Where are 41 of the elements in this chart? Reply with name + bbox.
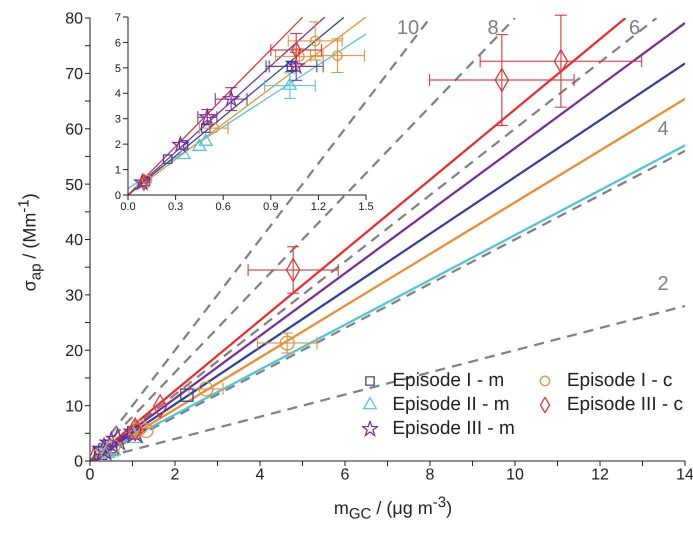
x-tick-label: 8 xyxy=(426,466,435,484)
y-tick-label: 40 xyxy=(65,232,84,250)
legend-label: Episode III - m xyxy=(392,418,515,440)
y-tick-label: 7 xyxy=(114,12,121,24)
y-tick-label: 0 xyxy=(114,190,121,202)
series-label: 4 xyxy=(657,118,669,140)
y-tick-label: 1 xyxy=(114,164,121,176)
x-tick-label: 0.9 xyxy=(263,200,278,213)
series-label: 2 xyxy=(657,272,669,295)
y-tick-label: 0 xyxy=(74,454,84,471)
legend-label: Episode I - c xyxy=(566,370,672,392)
y-tick-label: 30 xyxy=(65,288,84,305)
legend-label: Episode I - m xyxy=(392,370,504,392)
y-tick-label: 4 xyxy=(114,88,121,100)
y-tick-label: 3 xyxy=(114,114,121,126)
series-label: 8 xyxy=(487,17,499,39)
x-tick-label: 6 xyxy=(340,466,350,484)
x-tick-label: 0.0 xyxy=(120,200,136,213)
y-tick-label: 2 xyxy=(114,139,121,152)
x-tick-label: 12 xyxy=(591,466,609,484)
series-label: 10 xyxy=(396,17,420,39)
y-tick-label: 70 xyxy=(65,66,84,84)
series-label: 6 xyxy=(628,17,640,39)
y-tick-label: 10 xyxy=(65,398,84,416)
y-tick-label: 20 xyxy=(65,342,84,360)
y-tick-label: 80 xyxy=(65,10,84,28)
y-tick-label: 5 xyxy=(114,62,121,75)
x-tick-label: 1.5 xyxy=(358,200,374,213)
y-tick-label: 6 xyxy=(114,37,121,50)
y-tick-label: 60 xyxy=(65,121,84,138)
y-tick-label: 50 xyxy=(65,176,84,194)
x-tick-label: 10 xyxy=(506,466,524,484)
legend-label: Episode II - m xyxy=(392,394,510,416)
x-tick-label: 0.6 xyxy=(216,200,231,213)
x-tick-label: 0 xyxy=(86,466,95,484)
x-tick-label: 2 xyxy=(170,466,180,484)
x-tick-label: 4 xyxy=(256,466,265,484)
x-axis-title: m$_{GC}$ / (μg m$^{-3}$) xyxy=(332,494,454,523)
x-tick-label: 0.3 xyxy=(168,200,184,213)
legend-label: Episode III - c xyxy=(566,394,683,416)
x-tick-label: 1.2 xyxy=(310,200,326,213)
